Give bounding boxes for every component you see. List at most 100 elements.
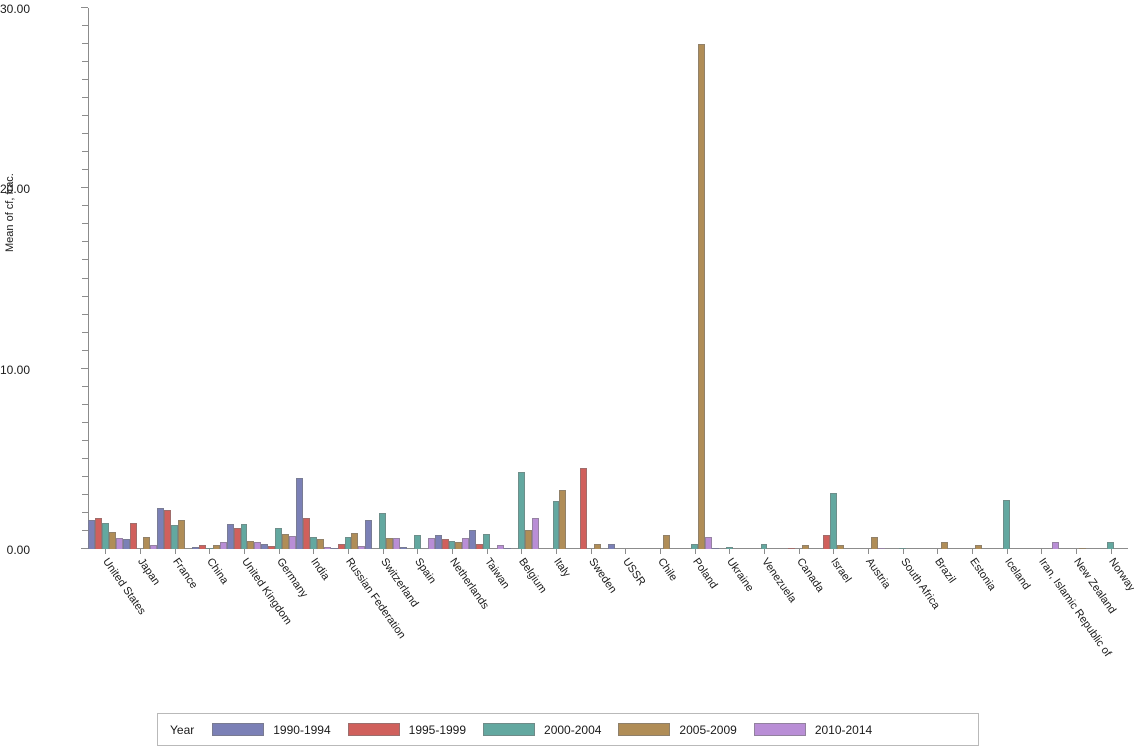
bar[interactable] (441, 538, 449, 549)
bar[interactable] (1051, 542, 1059, 549)
bar[interactable] (469, 530, 477, 549)
bar[interactable] (247, 541, 255, 549)
legend-title: Year (170, 722, 195, 737)
bar[interactable] (101, 523, 109, 549)
bar[interactable] (802, 545, 810, 549)
bar[interactable] (608, 543, 615, 549)
bar[interactable] (379, 512, 387, 549)
bar[interactable] (455, 541, 463, 549)
bar[interactable] (261, 543, 269, 549)
legend-item[interactable]: 1995-1999 (347, 723, 466, 737)
bar[interactable] (760, 543, 768, 549)
bar[interactable] (517, 471, 525, 549)
bar[interactable] (462, 537, 470, 549)
bar[interactable] (351, 533, 359, 549)
legend-item[interactable]: 1990-1994 (212, 723, 331, 737)
bar[interactable] (483, 534, 491, 549)
bar[interactable] (594, 543, 602, 549)
bar[interactable] (323, 546, 331, 549)
bar[interactable] (330, 547, 338, 549)
bar[interactable] (198, 544, 206, 549)
bar[interactable] (268, 545, 276, 549)
bar[interactable] (427, 538, 435, 549)
bar[interactable] (878, 547, 886, 549)
bar[interactable] (552, 500, 560, 549)
bar[interactable] (240, 524, 248, 549)
bar[interactable] (309, 537, 317, 549)
bar[interactable] (725, 546, 733, 549)
bar[interactable] (705, 537, 712, 549)
x-axis-tick (486, 549, 488, 554)
bar[interactable] (559, 489, 567, 549)
bar[interactable] (219, 542, 227, 549)
bar[interactable] (712, 547, 719, 549)
bar[interactable] (295, 477, 303, 549)
bar[interactable] (143, 536, 151, 549)
bar[interactable] (108, 532, 116, 549)
bar[interactable] (337, 543, 345, 549)
bar[interactable] (1003, 500, 1011, 549)
bar[interactable] (254, 542, 262, 549)
bar[interactable] (205, 547, 213, 549)
bar[interactable] (1079, 547, 1087, 549)
bar[interactable] (531, 517, 539, 549)
bar[interactable] (476, 543, 484, 549)
bar[interactable] (212, 545, 220, 549)
x-axis-tick-label: Chile (655, 556, 680, 584)
bar[interactable] (1107, 542, 1115, 549)
bar[interactable] (122, 539, 130, 549)
bar[interactable] (580, 468, 588, 549)
x-axis-tick-label: Poland (689, 556, 720, 591)
bar[interactable] (871, 537, 879, 549)
legend-label: 2010-2014 (814, 722, 873, 737)
bar[interactable] (157, 507, 165, 549)
bar[interactable] (663, 534, 671, 549)
bar[interactable] (171, 525, 179, 549)
legend-item[interactable]: 2010-2014 (753, 722, 873, 737)
bar[interactable] (87, 519, 95, 549)
bar[interactable] (94, 517, 102, 549)
bar[interactable] (899, 547, 907, 549)
bar[interactable] (178, 520, 186, 549)
bar[interactable] (788, 547, 796, 549)
bar[interactable] (282, 534, 290, 549)
y-axis-minor-tick (82, 475, 88, 477)
legend-item[interactable]: 2005-2009 (618, 723, 737, 737)
bar[interactable] (393, 537, 400, 549)
bar[interactable] (358, 545, 366, 549)
y-axis-minor-tick (82, 403, 88, 405)
bar[interactable] (386, 537, 394, 549)
bar[interactable] (975, 545, 983, 549)
bar[interactable] (822, 535, 830, 549)
bar[interactable] (698, 44, 706, 549)
bar[interactable] (829, 493, 837, 549)
bar[interactable] (289, 536, 296, 549)
bar[interactable] (836, 545, 844, 549)
bar[interactable] (233, 527, 241, 549)
y-axis-major-tick (81, 7, 88, 8)
bar[interactable] (413, 534, 421, 549)
bar[interactable] (691, 544, 699, 549)
bar[interactable] (191, 546, 199, 549)
bar[interactable] (164, 510, 172, 549)
legend-item[interactable]: 2000-2004 (483, 723, 601, 737)
bar[interactable] (940, 542, 948, 549)
bar[interactable] (497, 545, 504, 549)
bar[interactable] (400, 547, 407, 549)
x-axis-tick (521, 549, 523, 554)
bar[interactable] (115, 538, 123, 549)
bar[interactable] (226, 523, 234, 549)
bar[interactable] (302, 517, 310, 549)
bar[interactable] (504, 547, 511, 549)
bar[interactable] (448, 541, 456, 549)
bar[interactable] (129, 522, 137, 549)
bar[interactable] (316, 539, 324, 549)
x-axis-tick (278, 549, 280, 554)
bar[interactable] (344, 536, 352, 549)
bar[interactable] (524, 530, 532, 549)
bar[interactable] (275, 527, 283, 549)
bar[interactable] (150, 545, 158, 549)
bar[interactable] (434, 534, 442, 549)
bar-group (87, 8, 123, 549)
bar[interactable] (365, 519, 373, 549)
